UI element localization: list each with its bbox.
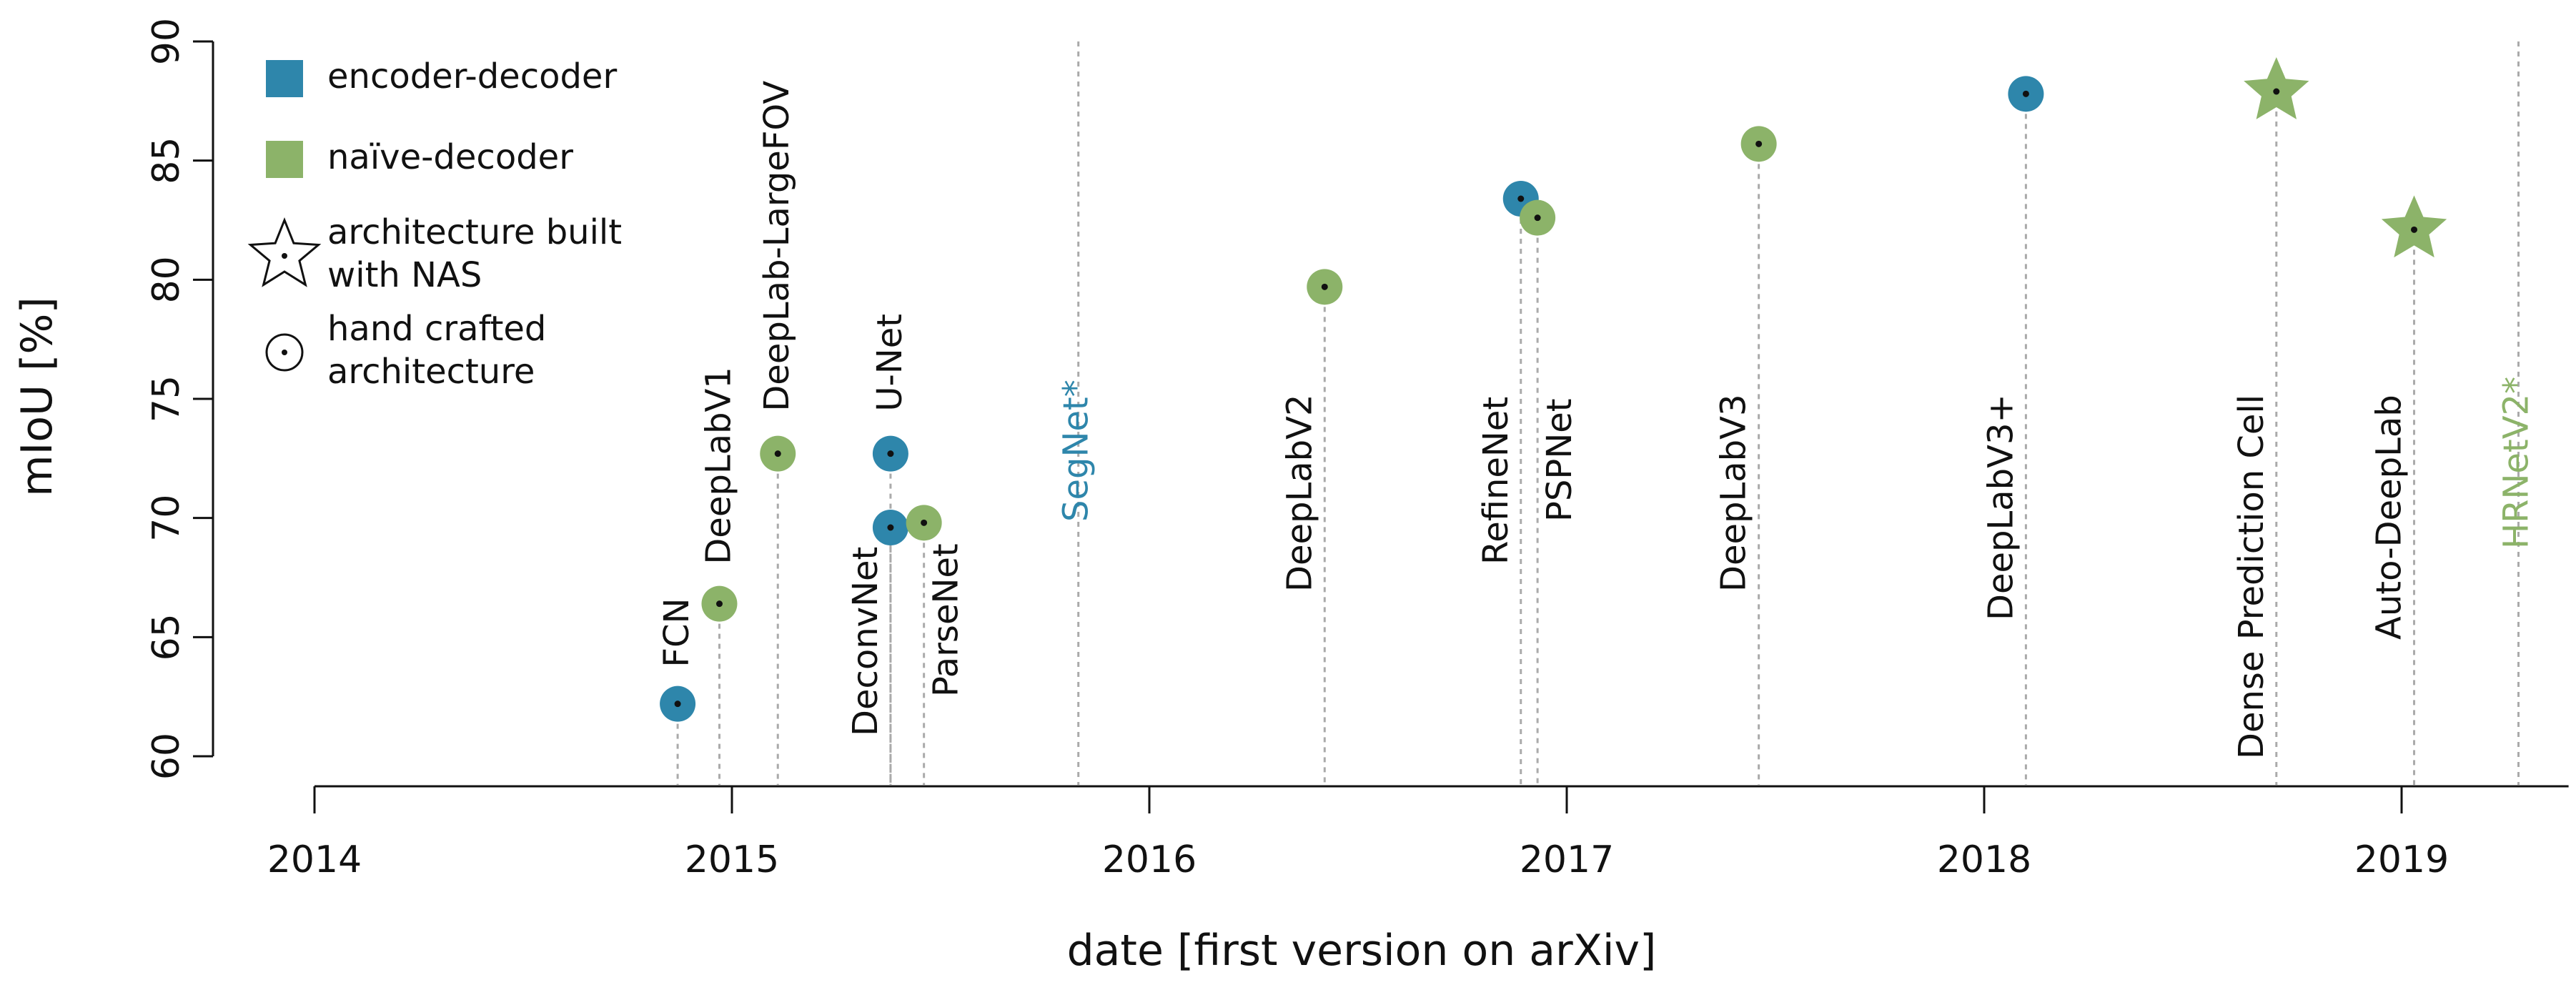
- legend-symbol-center-architecture-built-with-nas: [282, 253, 287, 259]
- x-tick-label-2019: 2019: [2354, 838, 2449, 881]
- marker-center-deeplabv3: [2022, 90, 2029, 97]
- x-tick-label-2016: 2016: [1102, 838, 1197, 881]
- marker-center-auto-deeplab: [2411, 226, 2418, 233]
- legend-label-na-ve-decoder: naïve-decoder: [327, 137, 573, 177]
- marker-center-deeplab-largefov: [774, 450, 781, 457]
- x-tick-label-2017: 2017: [1520, 838, 1614, 881]
- point-label-dense-prediction-cell: Dense Prediction Cell: [2231, 395, 2272, 759]
- point-label-parsenet: ParseNet: [926, 543, 966, 697]
- y-ticks: 60 65 70 75 80 85 90: [145, 18, 213, 780]
- point-label-deconvnet: DeconvNet: [846, 547, 886, 736]
- drop-lines: [676, 41, 2520, 785]
- y-tick-label-90: 90: [145, 18, 188, 65]
- marker-dense-prediction-cell: [2244, 57, 2309, 119]
- legend-symbol-center-hand-crafted-architecture: [282, 350, 287, 355]
- marker-center-deeplabv3: [1755, 140, 1763, 147]
- y-tick-label-85: 85: [145, 137, 188, 184]
- y-axis-title: mIoU [%]: [12, 297, 62, 497]
- marker-auto-deeplab: [2381, 195, 2447, 258]
- point-label-deeplabv2: DeepLabV2: [1279, 395, 1319, 593]
- legend: encoder-decoder naïve-decoder architecture…: [247, 56, 622, 392]
- y-tick-label-65: 65: [145, 613, 188, 660]
- point-label-hrnetv2: HRNetV2*: [2497, 377, 2537, 549]
- marker-center-fcn: [674, 701, 681, 708]
- x-axis-title: date [first version on arXiv]: [1067, 926, 1657, 976]
- point-label-deeplabv1: DeepLabV1: [698, 367, 738, 565]
- x-ticks: 2014 2015 2016 2017 2018 2019: [267, 786, 2449, 881]
- point-label-pspnet: PSPNet: [1540, 398, 1580, 522]
- marker-center-parsenet: [921, 519, 928, 526]
- markers: [660, 57, 2447, 722]
- marker-center-deeplabv2: [1321, 283, 1328, 290]
- x-tick-label-2014: 2014: [267, 838, 362, 881]
- point-label-deeplabv3: DeepLabV3+: [1981, 394, 2021, 620]
- legend-label-encoder-decoder: encoder-decoder: [327, 56, 617, 96]
- marker-center-deconvnet: [887, 524, 894, 531]
- y-tick-label-80: 80: [145, 256, 188, 303]
- legend-swatch-encoder-decoder: [266, 60, 303, 97]
- legend-swatch-na-ve-decoder: [266, 141, 303, 178]
- x-tick-label-2015: 2015: [685, 838, 779, 881]
- marker-center-dense-prediction-cell: [2273, 88, 2280, 95]
- point-label-u-net: U-Net: [870, 314, 910, 412]
- point-label-segnet: SegNet*: [1056, 380, 1096, 522]
- legend-label-architecture-built-with-nas: architecture built with NAS: [327, 212, 622, 295]
- marker-center-u-net: [887, 450, 894, 457]
- legend-symbol-hand-crafted-architecture: [265, 333, 304, 372]
- marker-center-deeplabv1: [715, 600, 723, 608]
- point-label-deeplabv3: DeepLabV3: [1714, 395, 1754, 593]
- point-label-deeplab-largefov: DeepLab-LargeFOV: [757, 81, 797, 412]
- y-tick-label-75: 75: [145, 375, 188, 422]
- point-label-fcn: FCN: [657, 598, 697, 668]
- legend-symbol-architecture-built-with-nas: [247, 217, 322, 287]
- legend-label-hand-crafted-architecture: hand crafted architecture: [327, 309, 546, 392]
- y-tick-label-70: 70: [145, 495, 188, 542]
- marker-center-refinenet: [1517, 195, 1525, 202]
- y-tick-label-60: 60: [145, 733, 188, 780]
- point-label-auto-deeplab: Auto-DeepLab: [2369, 395, 2409, 640]
- point-label-refinenet: RefineNet: [1476, 397, 1516, 565]
- x-tick-label-2018: 2018: [1937, 838, 2031, 881]
- marker-center-pspnet: [1534, 214, 1541, 222]
